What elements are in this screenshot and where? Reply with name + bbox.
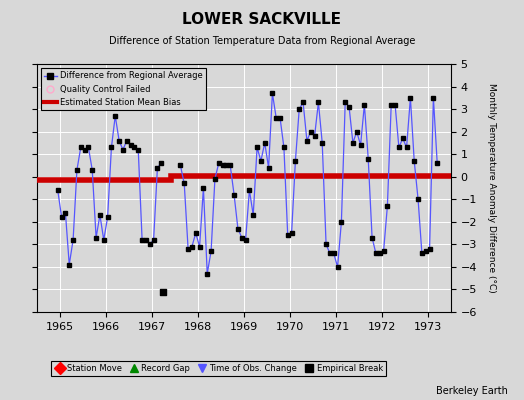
Text: Difference of Station Temperature Data from Regional Average: Difference of Station Temperature Data f… <box>109 36 415 46</box>
Point <box>159 288 167 295</box>
Legend: Station Move, Record Gap, Time of Obs. Change, Empirical Break: Station Move, Record Gap, Time of Obs. C… <box>51 361 386 376</box>
Y-axis label: Monthly Temperature Anomaly Difference (°C): Monthly Temperature Anomaly Difference (… <box>487 83 496 293</box>
Text: Berkeley Earth: Berkeley Earth <box>436 386 508 396</box>
Text: LOWER SACKVILLE: LOWER SACKVILLE <box>182 12 342 27</box>
